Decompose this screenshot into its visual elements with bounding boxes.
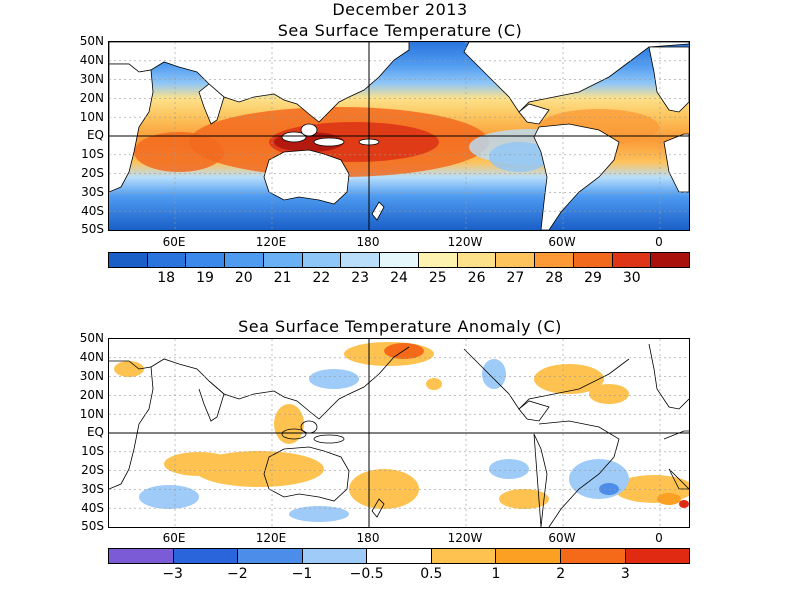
sst-lon-label: 180 (356, 235, 380, 249)
anom-lat-label: 40S (81, 501, 104, 515)
anomaly-colorbar-tick-label: −1 (291, 566, 313, 582)
map-title-sst: Sea Surface Temperature (C) (277, 21, 523, 40)
sst-colorbar-tick-label: 29 (584, 270, 602, 286)
anomaly-colorbar-tick-label: −3 (162, 566, 183, 582)
sst-colorbar-swatch (573, 253, 613, 267)
sst-colorbar-tick-label: 22 (312, 270, 331, 286)
sst-colorbar-tick-label: 28 (545, 270, 564, 286)
sst-colorbar-tick-label: 21 (273, 270, 292, 286)
anom-lat-label: 40N (79, 350, 104, 364)
anom-lon-label: 180 (356, 531, 380, 545)
sst-colorbar-swatch (186, 253, 226, 267)
positive-anomaly-patches (114, 342, 689, 509)
anomaly-colorbar-swatch (302, 549, 368, 563)
sst-lat-label: 30N (79, 72, 104, 86)
continents (109, 42, 689, 230)
sst-lat-label: 40S (81, 204, 104, 218)
sst-colorbar-tick-label: 25 (428, 270, 447, 286)
sst-colorbar-swatch (341, 253, 381, 267)
anom-lat-label: 10S (81, 444, 104, 458)
sst-colorbar-swatch (418, 253, 458, 267)
anomaly-colorbar-swatch (367, 549, 432, 563)
sst-lat-label: 30S (81, 185, 104, 199)
sst-lat-label: 40N (79, 53, 104, 67)
anom-lon-label: 0 (655, 531, 663, 545)
sst-colorbar-swatch (109, 253, 148, 267)
sst-colorbar-tick-label: 30 (622, 270, 641, 286)
negative-anomaly-patches (139, 359, 629, 522)
sst-lon-label: 120W (447, 235, 483, 249)
sst-colorbar-swatch (302, 253, 342, 267)
anom-lon-label: 120W (447, 531, 483, 545)
anomaly-colorbar-tick-label: 3 (620, 566, 630, 582)
sst-colorbar-tick-label: 26 (467, 270, 486, 286)
anom-lat-label: 30S (81, 482, 104, 496)
anom-lat-label: 50S (81, 519, 104, 533)
anomaly-colorbar-swatch (173, 549, 239, 563)
sst-colorbar-swatch (147, 253, 187, 267)
sst-lon-label: 0 (655, 235, 663, 249)
sst-lat-label: 20N (79, 91, 104, 105)
anomaly-map-panel (108, 338, 690, 528)
anomaly-colorbar-tick-label: 2 (556, 566, 566, 582)
anomaly-colorbar-swatch (560, 549, 626, 563)
sst-colorbar-swatch (651, 253, 690, 267)
map-title-date: December 2013 (332, 0, 468, 19)
sst-lat-label: EQ (86, 128, 104, 142)
anomaly-colorbar-swatch (109, 549, 174, 563)
sst-lat-label: 20S (81, 166, 104, 180)
anomaly-colorbar-swatch (238, 549, 303, 563)
sst-colorbar-swatch (535, 253, 574, 267)
sst-map-panel (108, 41, 690, 231)
sst-colorbar-swatch (380, 253, 419, 267)
sst-lat-label: 10S (81, 147, 104, 161)
sst-colorbar-swatch (263, 253, 303, 267)
sst-gridlines (109, 42, 689, 230)
anomaly-colorbar-tick-label: −0.5 (349, 566, 384, 582)
sst-lat-label: 50S (81, 222, 104, 236)
anom-lat-label: 20N (79, 388, 104, 402)
anomaly-colorbar-swatch (625, 549, 690, 563)
sst-colorbar-tick-label: 18 (157, 270, 176, 286)
sst-colorbar-tick-label: 19 (196, 270, 214, 286)
anomaly-colorbar-tick-label: −2 (227, 566, 248, 582)
anom-lon-label: 120E (255, 531, 287, 545)
sst-colorbar-swatch (496, 253, 536, 267)
sst-colorbar-swatch (457, 253, 497, 267)
sst-colorbar-swatch (612, 253, 652, 267)
map-title-anomaly: Sea Surface Temperature Anomaly (C) (238, 317, 562, 336)
sst-lon-label: 60E (162, 235, 186, 249)
sst-lat-label: 10N (79, 110, 104, 124)
anomaly-colorbar-swatch (496, 549, 561, 563)
sst-lon-label: 120E (255, 235, 287, 249)
sst-colorbar-tick-label: 20 (234, 270, 253, 286)
sst-map-graphic (109, 42, 689, 230)
anom-lat-label: 30N (79, 369, 104, 383)
sst-lat-label: 50N (79, 34, 104, 48)
anomaly-colorbar (108, 548, 690, 564)
anom-lon-label: 60W (548, 531, 576, 545)
continent-outlines (109, 343, 689, 527)
sst-lon-label: 60W (548, 235, 576, 249)
anom-lat-label: EQ (86, 425, 104, 439)
sst-colorbar (108, 252, 690, 268)
anom-lon-label: 60E (162, 531, 186, 545)
anom-lat-label: 50N (79, 331, 104, 345)
anom-lat-label: 20S (81, 463, 104, 477)
anomaly-map-graphic (109, 339, 689, 527)
sst-colorbar-tick-label: 23 (351, 270, 370, 286)
anomaly-colorbar-tick-label: 1 (491, 566, 501, 582)
sst-colorbar-tick-label: 24 (390, 270, 408, 286)
anomaly-colorbar-tick-label: 0.5 (420, 566, 443, 582)
anomaly-gridlines (109, 339, 689, 527)
anom-lat-label: 10N (79, 407, 104, 421)
anomaly-colorbar-swatch (431, 549, 497, 563)
sst-colorbar-tick-label: 27 (506, 270, 525, 286)
sst-colorbar-swatch (225, 253, 264, 267)
